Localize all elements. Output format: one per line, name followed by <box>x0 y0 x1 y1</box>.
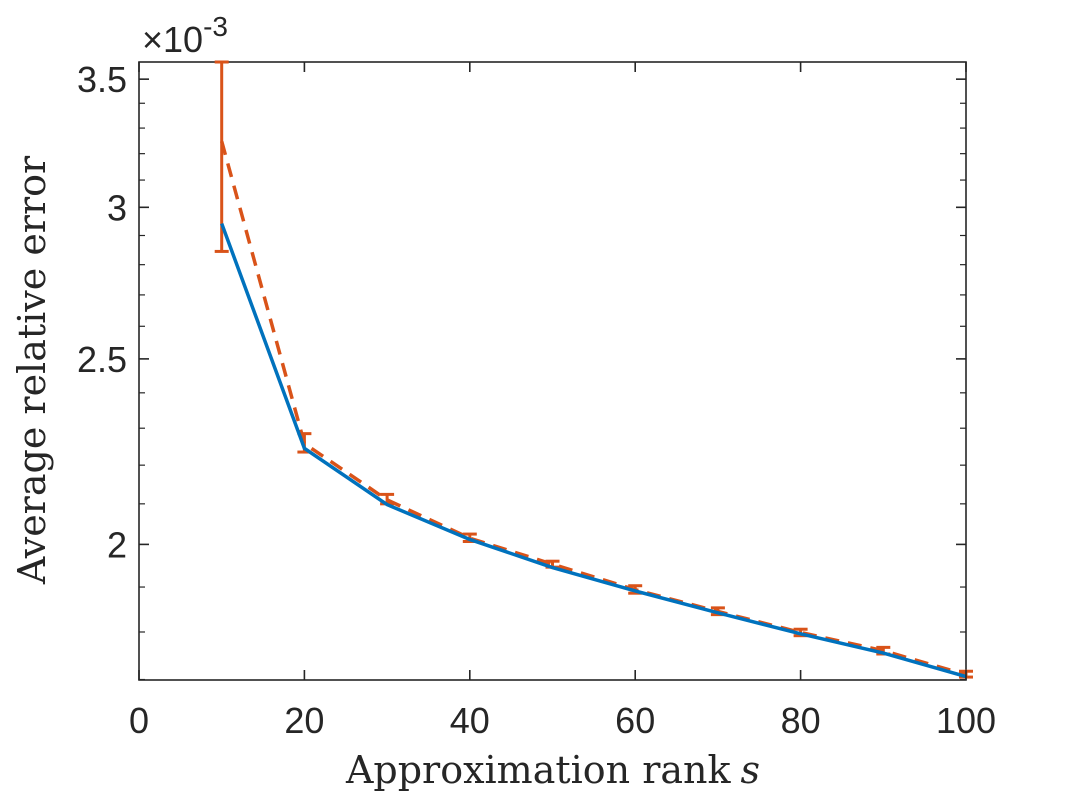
y-tick-label: 2 <box>107 524 127 565</box>
x-tick-label: 20 <box>284 700 324 741</box>
x-tick-label: 60 <box>615 700 655 741</box>
x-tick-label: 40 <box>450 700 490 741</box>
labels-layer: 0 20 40 60 80 100 2 2.5 3 3.5 <box>77 59 996 741</box>
ticks-layer <box>138 62 967 681</box>
series-layer <box>214 60 973 679</box>
x-tick-label: 100 <box>936 700 996 741</box>
series-line-solid <box>220 222 967 679</box>
error-bar <box>214 60 229 253</box>
plot-frame <box>138 61 967 681</box>
y-tick-label: 3.5 <box>77 59 127 100</box>
x-tick-label: 0 <box>129 700 149 741</box>
plot-area <box>138 61 967 681</box>
y-tick-label: 3 <box>107 187 127 228</box>
y-axis-label: Average relative error <box>10 155 54 585</box>
x-tick-label: 80 <box>781 700 821 741</box>
series-line-dashed <box>220 140 967 677</box>
y-exponent-label: ×10-3 <box>142 11 228 60</box>
y-tick-label: 2.5 <box>77 339 127 380</box>
x-axis-label: Approximation rank s <box>345 748 760 792</box>
